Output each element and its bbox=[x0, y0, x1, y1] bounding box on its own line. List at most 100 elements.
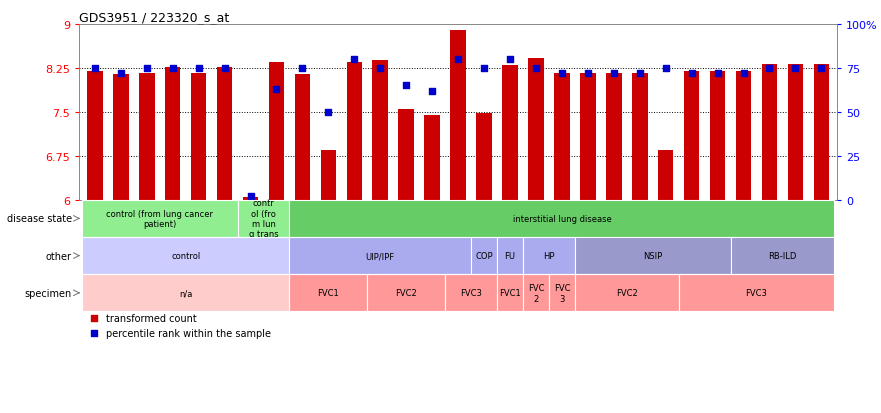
Point bbox=[788, 65, 803, 72]
Text: FVC1: FVC1 bbox=[317, 289, 339, 298]
Text: NSIP: NSIP bbox=[643, 252, 663, 261]
Point bbox=[555, 71, 569, 77]
Bar bbox=[529, 59, 544, 200]
Bar bbox=[290, 237, 471, 275]
Bar bbox=[238, 200, 290, 237]
Point bbox=[218, 65, 232, 72]
Text: FVC2: FVC2 bbox=[616, 289, 638, 298]
Bar bbox=[445, 275, 497, 312]
Bar bbox=[113, 74, 129, 200]
Point bbox=[503, 57, 517, 63]
Point bbox=[659, 65, 673, 72]
Bar bbox=[450, 31, 466, 200]
Point bbox=[589, 138, 603, 145]
Point bbox=[140, 65, 154, 72]
Text: FVC1: FVC1 bbox=[500, 289, 521, 298]
Point bbox=[633, 71, 647, 77]
Bar bbox=[788, 64, 803, 200]
Point bbox=[477, 65, 491, 72]
Text: n/a: n/a bbox=[179, 289, 192, 298]
Bar bbox=[606, 74, 622, 200]
Bar bbox=[290, 275, 367, 312]
Text: control (from lung cancer
patient): control (from lung cancer patient) bbox=[107, 209, 213, 228]
Bar bbox=[477, 114, 492, 200]
Text: contr
ol (fro
m lun
g trans: contr ol (fro m lun g trans bbox=[248, 199, 278, 239]
Point bbox=[191, 65, 205, 72]
Bar bbox=[82, 200, 238, 237]
Text: FVC
3: FVC 3 bbox=[553, 283, 570, 303]
Bar bbox=[290, 200, 834, 237]
Bar bbox=[294, 74, 310, 200]
Bar bbox=[678, 275, 834, 312]
Bar bbox=[165, 68, 181, 200]
Bar bbox=[425, 116, 440, 200]
Point bbox=[114, 71, 128, 77]
Point bbox=[451, 57, 465, 63]
Bar bbox=[575, 237, 730, 275]
Bar bbox=[554, 74, 570, 200]
Point bbox=[270, 86, 284, 93]
Bar bbox=[549, 275, 575, 312]
Text: FVC2: FVC2 bbox=[396, 289, 417, 298]
Bar bbox=[710, 71, 725, 200]
Bar bbox=[82, 237, 290, 275]
Point bbox=[347, 57, 361, 63]
Bar bbox=[191, 74, 206, 200]
Bar bbox=[497, 237, 523, 275]
Point bbox=[88, 65, 102, 72]
Bar bbox=[346, 63, 362, 200]
Text: FVC
2: FVC 2 bbox=[528, 283, 544, 303]
Text: transformed count: transformed count bbox=[106, 313, 196, 323]
Text: HP: HP bbox=[544, 252, 555, 261]
Point bbox=[295, 65, 309, 72]
Text: RB-ILD: RB-ILD bbox=[768, 252, 796, 261]
Text: FVC3: FVC3 bbox=[745, 289, 767, 298]
Text: percentile rank within the sample: percentile rank within the sample bbox=[106, 328, 270, 338]
Bar bbox=[398, 109, 414, 200]
Text: GDS3951 / 223320_s_at: GDS3951 / 223320_s_at bbox=[79, 11, 230, 24]
Text: UIP/IPF: UIP/IPF bbox=[366, 252, 395, 261]
Text: control: control bbox=[171, 252, 200, 261]
Text: interstitial lung disease: interstitial lung disease bbox=[513, 214, 611, 223]
Text: disease state: disease state bbox=[6, 214, 71, 224]
Bar bbox=[269, 63, 285, 200]
Point bbox=[814, 65, 828, 72]
Bar bbox=[139, 74, 154, 200]
Bar bbox=[580, 74, 596, 200]
Bar bbox=[217, 68, 233, 200]
Point bbox=[762, 65, 776, 72]
Point bbox=[399, 83, 413, 90]
Text: COP: COP bbox=[475, 252, 492, 261]
Bar bbox=[523, 237, 575, 275]
Bar bbox=[762, 64, 777, 200]
Point bbox=[322, 109, 336, 116]
Bar bbox=[730, 237, 834, 275]
Text: FU: FU bbox=[505, 252, 515, 261]
Bar bbox=[87, 71, 103, 200]
Point bbox=[607, 71, 621, 77]
Bar bbox=[497, 275, 523, 312]
Bar bbox=[373, 61, 388, 200]
Bar bbox=[243, 197, 258, 200]
Bar bbox=[471, 237, 497, 275]
Bar bbox=[658, 151, 673, 200]
Point bbox=[581, 71, 595, 77]
Bar bbox=[523, 275, 549, 312]
Text: FVC3: FVC3 bbox=[460, 289, 482, 298]
Bar bbox=[82, 275, 290, 312]
Bar bbox=[736, 71, 751, 200]
Bar bbox=[632, 74, 648, 200]
Point bbox=[529, 65, 543, 72]
Point bbox=[737, 71, 751, 77]
Point bbox=[243, 193, 257, 200]
Bar bbox=[575, 275, 678, 312]
Point bbox=[374, 65, 388, 72]
Bar bbox=[367, 275, 445, 312]
Text: other: other bbox=[46, 251, 71, 261]
Point bbox=[166, 65, 180, 72]
Point bbox=[426, 88, 440, 95]
Text: specimen: specimen bbox=[25, 288, 71, 298]
Point bbox=[685, 71, 699, 77]
Bar bbox=[502, 66, 518, 200]
Point bbox=[589, 273, 603, 279]
